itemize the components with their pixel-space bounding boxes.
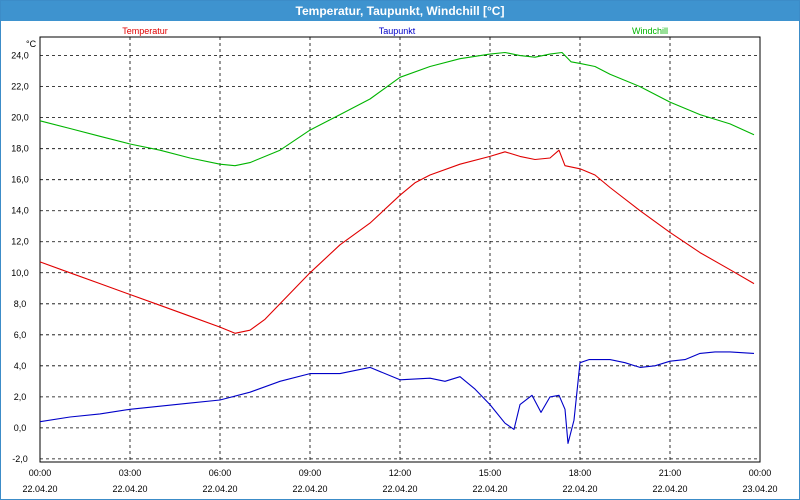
y-tick-label: 4,0 xyxy=(14,361,27,371)
x-tick-time: 00:00 xyxy=(29,468,52,478)
x-tick-time: 12:00 xyxy=(389,468,412,478)
y-tick-labels: 24,0 22,0 20,0 18,0 16,0 14,0 12,0 10,0 8,0 6,0 4,… xyxy=(11,51,29,464)
x-tick-time: 06:00 xyxy=(209,468,232,478)
y-tick-label: 16,0 xyxy=(11,175,29,185)
y-tick-label: -2,0 xyxy=(12,454,28,464)
y-tick-label: 12,0 xyxy=(11,237,29,247)
legend-item-windchill: Windchill xyxy=(632,26,668,36)
series-line-taupunkt xyxy=(39,351,755,444)
x-tick-date: 22.04.20 xyxy=(112,484,147,494)
y-tick-label: 22,0 xyxy=(11,82,29,92)
y-tick-label: 20,0 xyxy=(11,113,29,123)
y-tick-label: 10,0 xyxy=(11,268,29,278)
y-tick-label: 8,0 xyxy=(14,299,27,309)
legend: Temperatur Taupunkt Windchill xyxy=(122,26,668,36)
legend-item-taupunkt: Taupunkt xyxy=(379,26,416,36)
x-tick-date: 22.04.20 xyxy=(202,484,237,494)
y-tick-label: 2,0 xyxy=(14,392,27,402)
y-axis-unit: °C xyxy=(26,39,37,49)
window-title: Temperatur, Taupunkt, Windchill [°C] xyxy=(1,1,799,21)
plot-frame xyxy=(39,36,761,463)
x-tick-date: 22.04.20 xyxy=(472,484,507,494)
x-tick-date: 22.04.20 xyxy=(652,484,687,494)
x-tick-time: 15:00 xyxy=(479,468,502,478)
x-tick-time: 21:00 xyxy=(659,468,682,478)
x-tick-labels: 00:00 22.04.20 03:00 22.04.20 06:00 22.04.20 0… xyxy=(22,468,777,494)
x-tick-date: 22.04.20 xyxy=(22,484,57,494)
x-tick-time: 03:00 xyxy=(119,468,142,478)
x-tick-date: 22.04.20 xyxy=(382,484,417,494)
x-tick-date: 23.04.20 xyxy=(742,484,777,494)
x-tick-time: 18:00 xyxy=(569,468,592,478)
grid-lines xyxy=(40,37,760,462)
y-tick-label: 18,0 xyxy=(11,144,29,154)
y-tick-label: 24,0 xyxy=(11,51,29,61)
x-tick-time: 09:00 xyxy=(299,468,322,478)
series-lines xyxy=(39,51,755,444)
y-tick-label: 0,0 xyxy=(14,423,27,433)
x-tick-time: 00:00 xyxy=(749,468,772,478)
x-tick-date: 22.04.20 xyxy=(562,484,597,494)
series-line-temperatur xyxy=(39,149,755,334)
legend-item-temperatur: Temperatur xyxy=(122,26,168,36)
series-line-windchill xyxy=(39,51,755,167)
y-tick-label: 14,0 xyxy=(11,206,29,216)
x-tick-date: 22.04.20 xyxy=(292,484,327,494)
y-tick-label: 6,0 xyxy=(14,330,27,340)
